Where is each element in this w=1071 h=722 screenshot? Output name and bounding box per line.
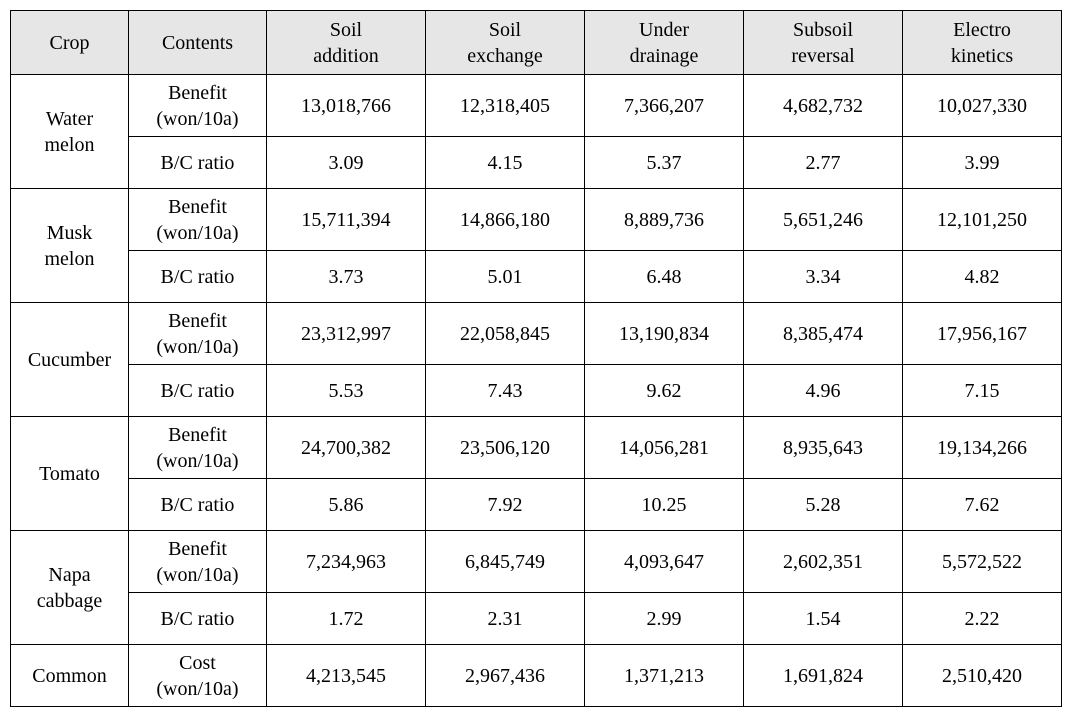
cell-value: 8,385,474 bbox=[744, 303, 903, 365]
contents-label: B/C ratio bbox=[129, 479, 267, 531]
cell-value: 2,602,351 bbox=[744, 531, 903, 593]
cell-value: 1,371,213 bbox=[585, 645, 744, 707]
cell-value: 23,506,120 bbox=[426, 417, 585, 479]
header-crop: Crop bbox=[11, 11, 129, 75]
cell-value: 5.28 bbox=[744, 479, 903, 531]
table-row: B/C ratio1.722.312.991.542.22 bbox=[11, 593, 1062, 645]
contents-label: B/C ratio bbox=[129, 251, 267, 303]
crop-name: Muskmelon bbox=[11, 189, 129, 303]
cell-value: 1,691,824 bbox=[744, 645, 903, 707]
cell-value: 6.48 bbox=[585, 251, 744, 303]
table-row: CommonCost(won/10a)4,213,5452,967,4361,3… bbox=[11, 645, 1062, 707]
cell-value: 4.15 bbox=[426, 137, 585, 189]
cell-value: 5.01 bbox=[426, 251, 585, 303]
cell-value: 5.86 bbox=[267, 479, 426, 531]
header-row: Crop Contents Soiladdition Soilexchange … bbox=[11, 11, 1062, 75]
cell-value: 24,700,382 bbox=[267, 417, 426, 479]
cell-value: 7.43 bbox=[426, 365, 585, 417]
cell-value: 3.09 bbox=[267, 137, 426, 189]
header-soil-addition: Soiladdition bbox=[267, 11, 426, 75]
cell-value: 3.34 bbox=[744, 251, 903, 303]
contents-label: Benefit(won/10a) bbox=[129, 303, 267, 365]
table-row: NapacabbageBenefit(won/10a)7,234,9636,84… bbox=[11, 531, 1062, 593]
contents-label: Benefit(won/10a) bbox=[129, 417, 267, 479]
crop-name: Napacabbage bbox=[11, 531, 129, 645]
cell-value: 5,651,246 bbox=[744, 189, 903, 251]
cell-value: 15,711,394 bbox=[267, 189, 426, 251]
cell-value: 5.37 bbox=[585, 137, 744, 189]
table-row: TomatoBenefit(won/10a)24,700,38223,506,1… bbox=[11, 417, 1062, 479]
table-row: B/C ratio3.735.016.483.344.82 bbox=[11, 251, 1062, 303]
cell-value: 12,318,405 bbox=[426, 75, 585, 137]
cell-value: 14,866,180 bbox=[426, 189, 585, 251]
header-soil-exchange: Soilexchange bbox=[426, 11, 585, 75]
cell-value: 2.99 bbox=[585, 593, 744, 645]
cell-value: 6,845,749 bbox=[426, 531, 585, 593]
cell-value: 5,572,522 bbox=[903, 531, 1062, 593]
cell-value: 2.22 bbox=[903, 593, 1062, 645]
contents-label: Benefit(won/10a) bbox=[129, 189, 267, 251]
cell-value: 7.15 bbox=[903, 365, 1062, 417]
crop-benefit-cost-table: Crop Contents Soiladdition Soilexchange … bbox=[10, 10, 1062, 707]
crop-name: Common bbox=[11, 645, 129, 707]
cell-value: 7.62 bbox=[903, 479, 1062, 531]
table-row: WatermelonBenefit(won/10a)13,018,76612,3… bbox=[11, 75, 1062, 137]
cell-value: 10.25 bbox=[585, 479, 744, 531]
table-row: B/C ratio5.867.9210.255.287.62 bbox=[11, 479, 1062, 531]
cell-value: 2.31 bbox=[426, 593, 585, 645]
cell-value: 13,190,834 bbox=[585, 303, 744, 365]
contents-label: B/C ratio bbox=[129, 137, 267, 189]
cell-value: 8,935,643 bbox=[744, 417, 903, 479]
cell-value: 14,056,281 bbox=[585, 417, 744, 479]
cell-value: 7,366,207 bbox=[585, 75, 744, 137]
cell-value: 7.92 bbox=[426, 479, 585, 531]
cell-value: 4.96 bbox=[744, 365, 903, 417]
crop-name: Watermelon bbox=[11, 75, 129, 189]
table-row: B/C ratio3.094.155.372.773.99 bbox=[11, 137, 1062, 189]
cell-value: 17,956,167 bbox=[903, 303, 1062, 365]
cell-value: 2,967,436 bbox=[426, 645, 585, 707]
crop-name: Cucumber bbox=[11, 303, 129, 417]
cell-value: 4,213,545 bbox=[267, 645, 426, 707]
cell-value: 7,234,963 bbox=[267, 531, 426, 593]
header-subsoil-reversal: Subsoilreversal bbox=[744, 11, 903, 75]
contents-label: Cost(won/10a) bbox=[129, 645, 267, 707]
cell-value: 12,101,250 bbox=[903, 189, 1062, 251]
table-body: WatermelonBenefit(won/10a)13,018,76612,3… bbox=[11, 75, 1062, 707]
cell-value: 9.62 bbox=[585, 365, 744, 417]
cell-value: 22,058,845 bbox=[426, 303, 585, 365]
header-under-drainage: Underdrainage bbox=[585, 11, 744, 75]
crop-name: Tomato bbox=[11, 417, 129, 531]
contents-label: Benefit(won/10a) bbox=[129, 531, 267, 593]
cell-value: 8,889,736 bbox=[585, 189, 744, 251]
cell-value: 3.73 bbox=[267, 251, 426, 303]
cell-value: 1.72 bbox=[267, 593, 426, 645]
table-row: B/C ratio5.537.439.624.967.15 bbox=[11, 365, 1062, 417]
header-electro-kinetics: Electrokinetics bbox=[903, 11, 1062, 75]
table-row: MuskmelonBenefit(won/10a)15,711,39414,86… bbox=[11, 189, 1062, 251]
cell-value: 19,134,266 bbox=[903, 417, 1062, 479]
cell-value: 10,027,330 bbox=[903, 75, 1062, 137]
cell-value: 2.77 bbox=[744, 137, 903, 189]
contents-label: B/C ratio bbox=[129, 593, 267, 645]
cell-value: 4.82 bbox=[903, 251, 1062, 303]
cell-value: 1.54 bbox=[744, 593, 903, 645]
cell-value: 3.99 bbox=[903, 137, 1062, 189]
header-contents: Contents bbox=[129, 11, 267, 75]
cell-value: 4,682,732 bbox=[744, 75, 903, 137]
contents-label: Benefit(won/10a) bbox=[129, 75, 267, 137]
table-row: CucumberBenefit(won/10a)23,312,99722,058… bbox=[11, 303, 1062, 365]
cell-value: 13,018,766 bbox=[267, 75, 426, 137]
cell-value: 23,312,997 bbox=[267, 303, 426, 365]
cell-value: 4,093,647 bbox=[585, 531, 744, 593]
contents-label: B/C ratio bbox=[129, 365, 267, 417]
cell-value: 5.53 bbox=[267, 365, 426, 417]
cell-value: 2,510,420 bbox=[903, 645, 1062, 707]
